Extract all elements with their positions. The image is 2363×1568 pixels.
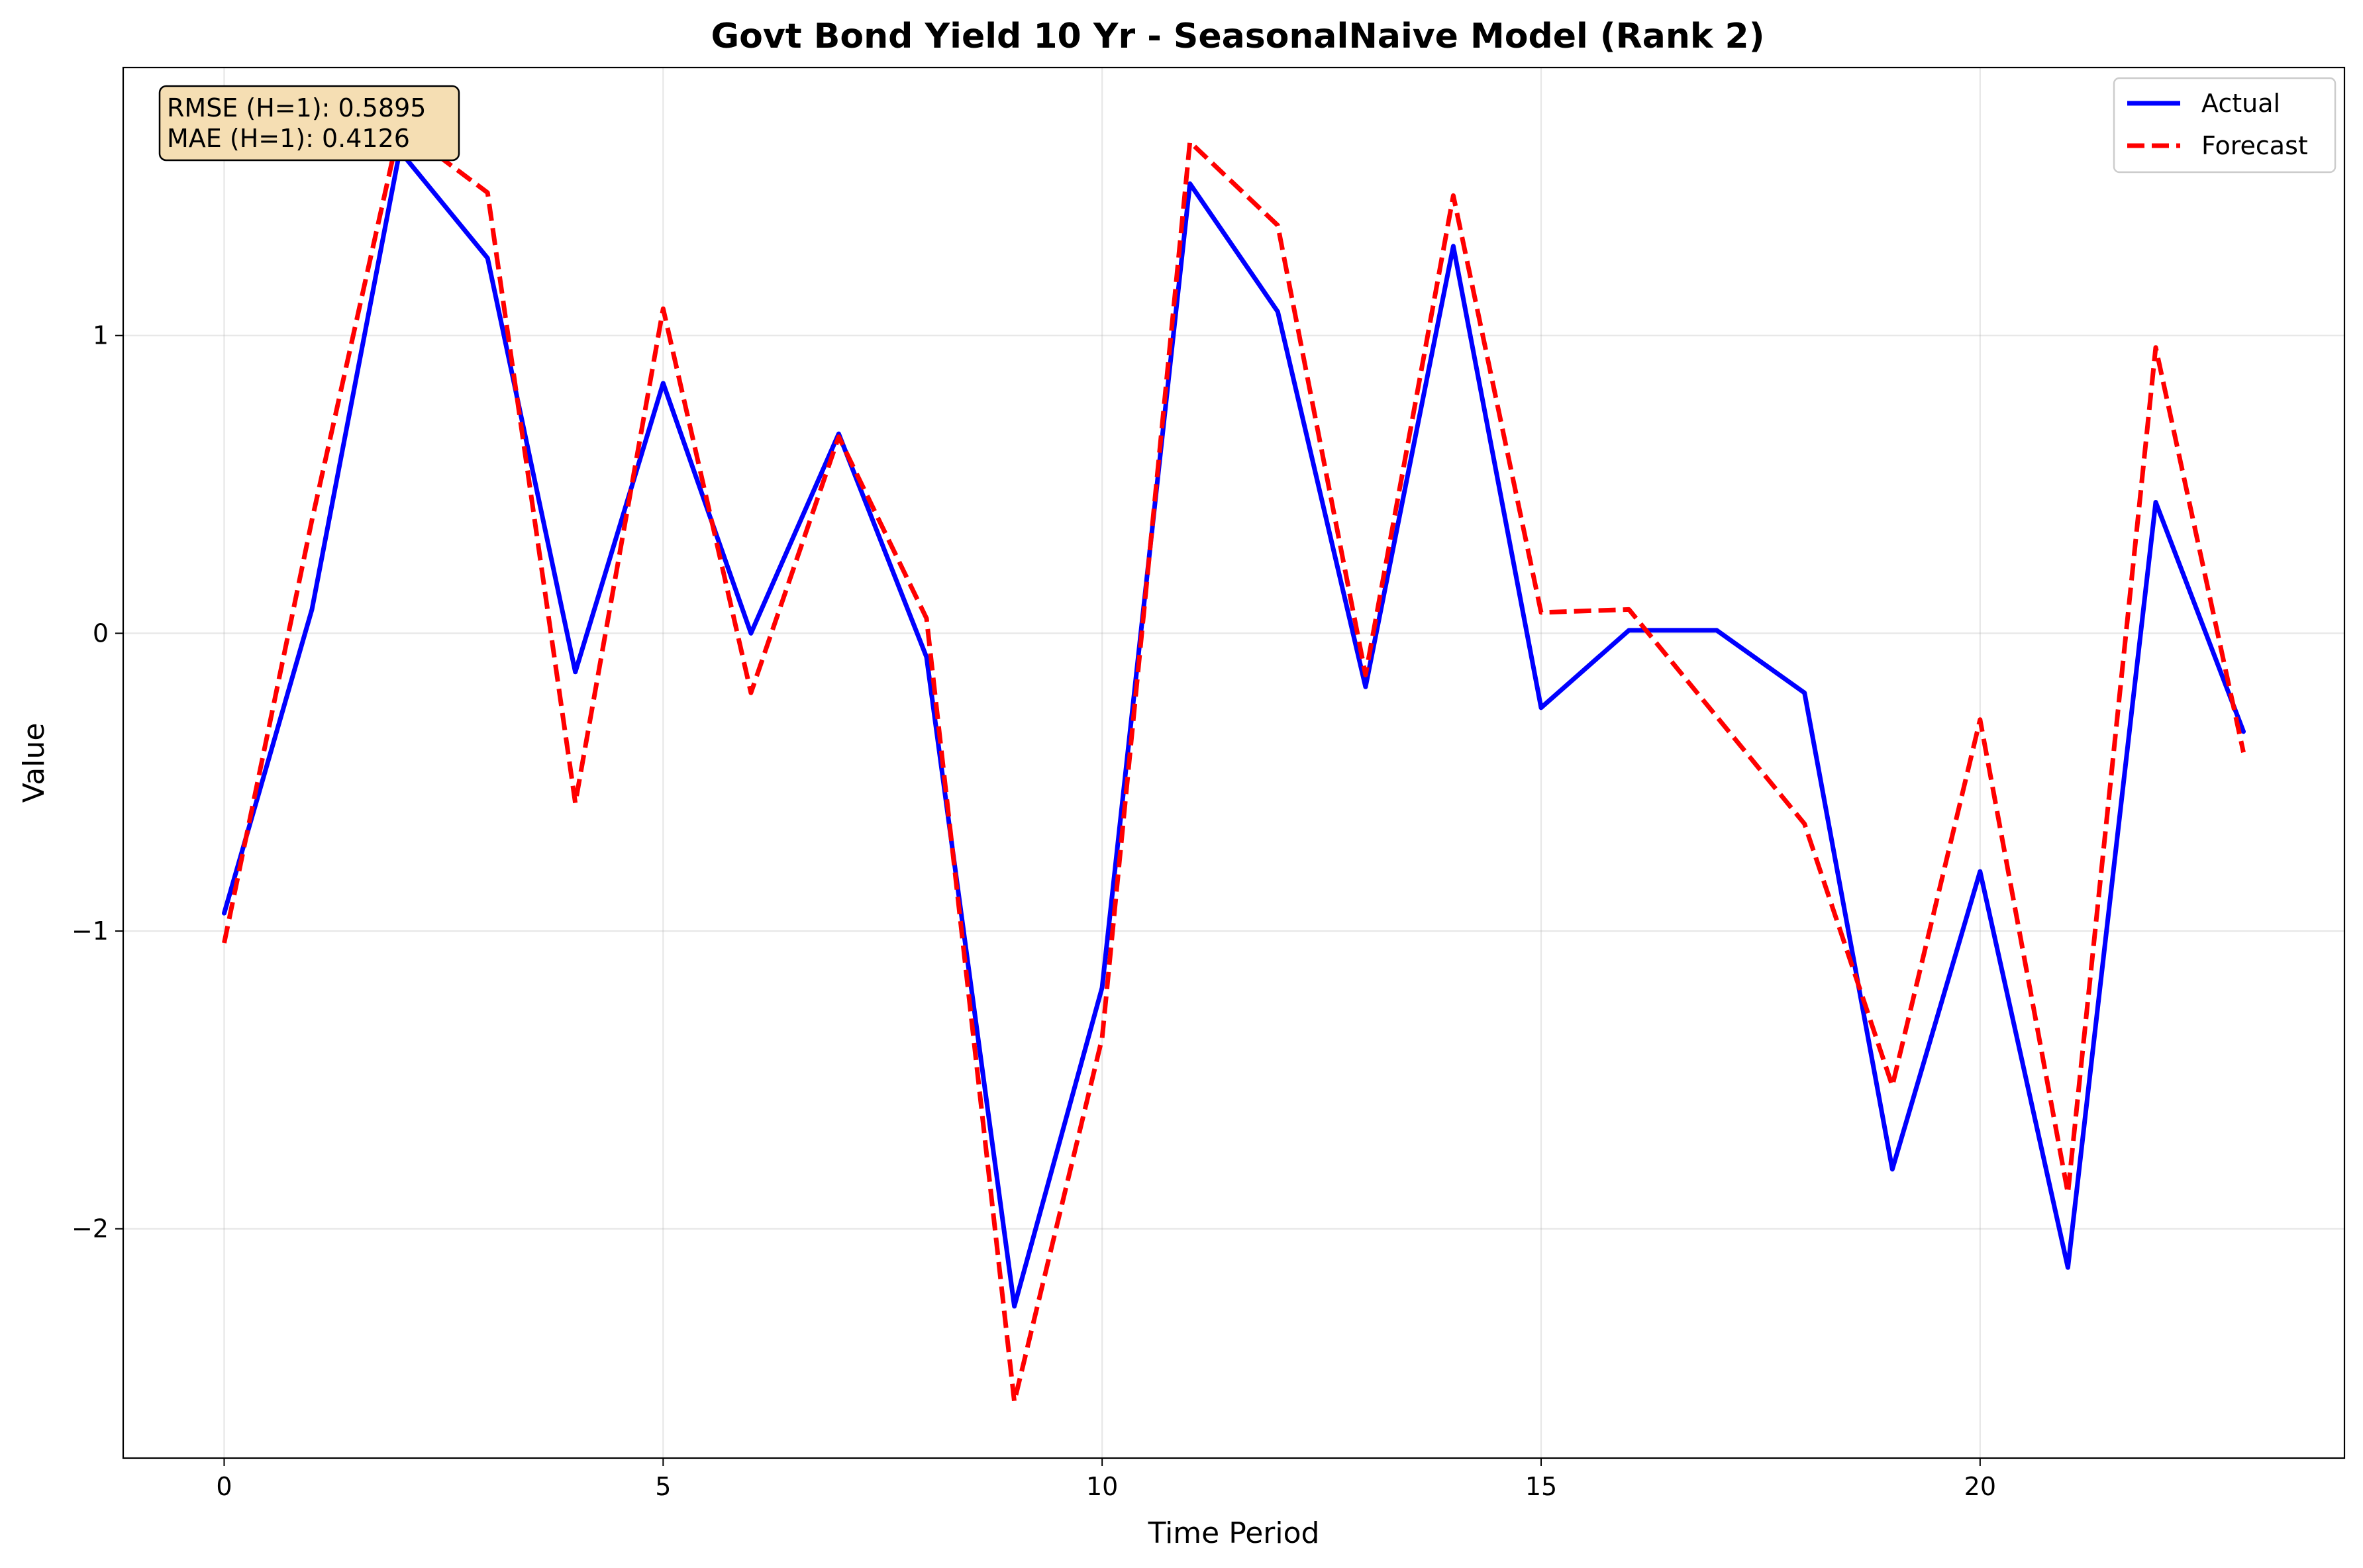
- y-tick-label: −2: [72, 1214, 109, 1244]
- y-tick-label: 0: [93, 618, 109, 648]
- legend-label-actual: Actual: [2201, 89, 2280, 118]
- chart-title: Govt Bond Yield 10 Yr - SeasonalNaive Mo…: [711, 17, 1765, 56]
- x-tick-label: 15: [1525, 1472, 1557, 1501]
- metrics-box: RMSE (H=1): 0.5895 MAE (H=1): 0.4126: [158, 85, 460, 162]
- y-axis-label: Value: [17, 723, 51, 803]
- metric-rmse: RMSE (H=1): 0.5895: [167, 93, 427, 122]
- metric-mae: MAE (H=1): 0.4126: [167, 124, 410, 153]
- y-tick-label: 1: [93, 321, 109, 350]
- x-tick-label: 5: [655, 1472, 671, 1501]
- y-tick-label: −1: [72, 916, 109, 946]
- x-tick-label: 0: [216, 1472, 232, 1501]
- x-axis-label: Time Period: [1148, 1516, 1320, 1550]
- grid: [123, 68, 2344, 1458]
- legend-label-forecast: Forecast: [2201, 131, 2308, 160]
- series-line-forecast: [222, 124, 2246, 1404]
- x-tick-label: 10: [1086, 1472, 1118, 1501]
- legend: Actual Forecast: [2113, 77, 2337, 173]
- x-tick-label: 20: [1964, 1472, 1996, 1501]
- axis-ticks: 0 5 10 15 20 −2 −1 0 1: [72, 321, 1996, 1501]
- series-line-actual: [222, 148, 2246, 1309]
- metrics-box-background: [158, 85, 460, 162]
- plot-frame: [122, 66, 2346, 1459]
- series-layer: [222, 124, 2246, 1404]
